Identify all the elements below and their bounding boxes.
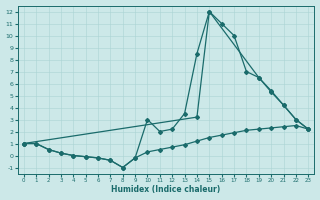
X-axis label: Humidex (Indice chaleur): Humidex (Indice chaleur) — [111, 185, 221, 194]
